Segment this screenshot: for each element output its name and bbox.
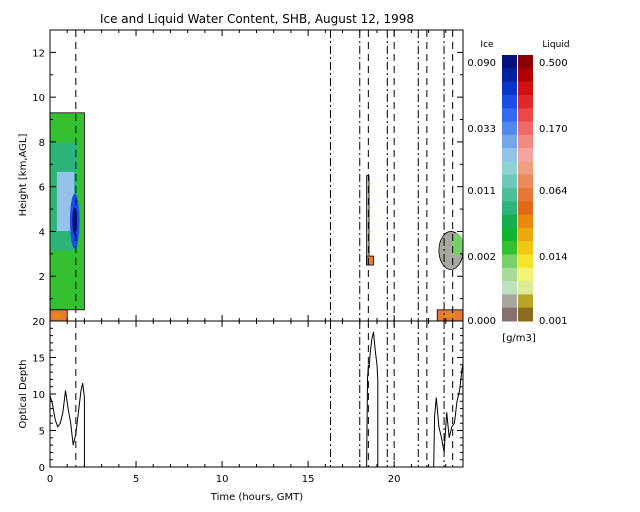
liquid-swatch [518, 201, 533, 216]
liquid-swatch [518, 307, 533, 322]
ice-swatch [502, 294, 517, 309]
y-tick-label: 10 [32, 390, 45, 401]
ice-cloud-band [56, 171, 75, 232]
ice-swatch [502, 161, 517, 176]
y-tick-label: 15 [32, 354, 45, 365]
liquid-swatch [518, 267, 533, 282]
liquid-swatch [518, 148, 533, 162]
colorbar-ice-label: Ice [480, 40, 494, 50]
optical-depth-series [49, 331, 464, 468]
upper-plot-frame [49, 29, 464, 322]
x-tick-label: 0 [47, 474, 53, 485]
colorbar-units: [g/m3] [502, 333, 536, 344]
ice-swatch [502, 68, 517, 83]
liquid-swatch [518, 134, 533, 149]
liquid-tick-label: 0.170 [539, 124, 568, 135]
ice-swatch [502, 81, 517, 96]
ice-tick-label: 0.002 [467, 252, 496, 263]
ice-swatch [502, 174, 517, 189]
event-lines-upper [75, 30, 454, 321]
y-tick-label: 12 [32, 48, 45, 59]
lower-plot-area: 0 5 10 15 20 0 5 10 15 20 Optical Depth Time (hou… [18, 317, 464, 503]
liquid-tick-label: 0.001 [539, 316, 568, 327]
liquid-swatch [518, 254, 533, 269]
liquid-tick-label: 0.014 [539, 252, 568, 263]
ice-swatch [502, 201, 517, 216]
lower-y-axis-label: Optical Depth [18, 360, 29, 429]
liquid-swatch [518, 108, 533, 122]
y-tick-label: 2 [39, 272, 45, 283]
liquid-swatch [518, 281, 533, 295]
y-tick-label: 4 [39, 227, 45, 238]
liquid-colorbar [518, 55, 533, 322]
liquid-swatch [518, 161, 533, 176]
x-tick-label: 15 [302, 474, 315, 485]
y-tick-label: 20 [32, 317, 45, 328]
liquid-swatch [518, 294, 533, 309]
ice-swatch [502, 188, 517, 202]
y-tick-label: 0 [39, 463, 45, 474]
ice-swatch [502, 134, 517, 149]
ice-swatch [502, 148, 517, 162]
x-tick-label: 20 [388, 474, 401, 485]
ice-colorbar [502, 55, 517, 322]
optical-depth-line [433, 364, 464, 468]
ice-swatch [502, 227, 517, 242]
colorbar: Ice Liquid 0.090 0.033 0.011 0.002 0.000 0.50… [467, 40, 569, 344]
ice-tick-label: 0.011 [467, 186, 496, 197]
liquid-swatch [518, 174, 533, 189]
liquid-cloud-core [368, 258, 372, 263]
ice-swatch [502, 121, 517, 136]
ice-tick-label: 0.090 [467, 58, 496, 69]
event-lines-lower [75, 321, 454, 467]
colorbar-liquid-label: Liquid [542, 40, 569, 50]
upper-plot-area: 2 4 6 8 10 12 Height [km,AGL] [18, 29, 464, 322]
chart-title: Ice and Liquid Water Content, SHB, Augus… [100, 12, 414, 26]
liquid-swatch [518, 81, 533, 96]
upper-axes: 2 4 6 8 10 12 [32, 29, 463, 321]
ice-swatch [502, 267, 517, 282]
cloud-regions [49, 112, 464, 322]
liquid-cloud-core [442, 313, 456, 318]
ice-cloud-peak [72, 207, 78, 235]
liquid-cloud-core [53, 313, 63, 318]
ice-swatch [502, 281, 517, 295]
ice-swatch [502, 307, 517, 322]
x-tick-label: 5 [133, 474, 139, 485]
y-tick-label: 10 [32, 93, 45, 104]
optical-depth-line [49, 382, 85, 467]
ice-tick-label: 0.000 [467, 316, 496, 327]
x-tick-label: 10 [216, 474, 229, 485]
y-tick-label: 6 [39, 183, 45, 194]
liquid-tick-label: 0.064 [539, 186, 568, 197]
y-tick-label: 8 [39, 138, 45, 149]
liquid-swatch [518, 94, 533, 109]
y-tick-label: 5 [39, 427, 45, 438]
ice-swatch [502, 55, 517, 69]
upper-y-axis-label: Height [km,AGL] [18, 134, 29, 217]
colorbar-ticks: 0.090 0.033 0.011 0.002 0.000 0.500 0.170 0.064… [467, 58, 567, 327]
ice-swatch [502, 241, 517, 255]
lower-plot-frame [49, 320, 464, 468]
liquid-swatch [518, 68, 533, 83]
optical-depth-line [366, 331, 379, 468]
ice-swatch [502, 94, 517, 109]
lower-axes: 0 5 10 15 20 0 5 10 15 20 [32, 317, 463, 485]
liquid-swatch [518, 227, 533, 242]
liquid-swatch [518, 121, 533, 136]
ice-swatch [502, 214, 517, 229]
liquid-swatch [518, 55, 533, 69]
ice-tick-label: 0.033 [467, 124, 496, 135]
liquid-swatch [518, 188, 533, 202]
liquid-tick-label: 0.500 [539, 58, 568, 69]
liquid-swatch [518, 214, 533, 229]
x-axis-label: Time (hours, GMT) [210, 492, 304, 503]
ice-swatch [502, 108, 517, 122]
mixed-cloud-ice [450, 233, 463, 257]
ice-swatch [502, 254, 517, 269]
liquid-swatch [518, 241, 533, 255]
